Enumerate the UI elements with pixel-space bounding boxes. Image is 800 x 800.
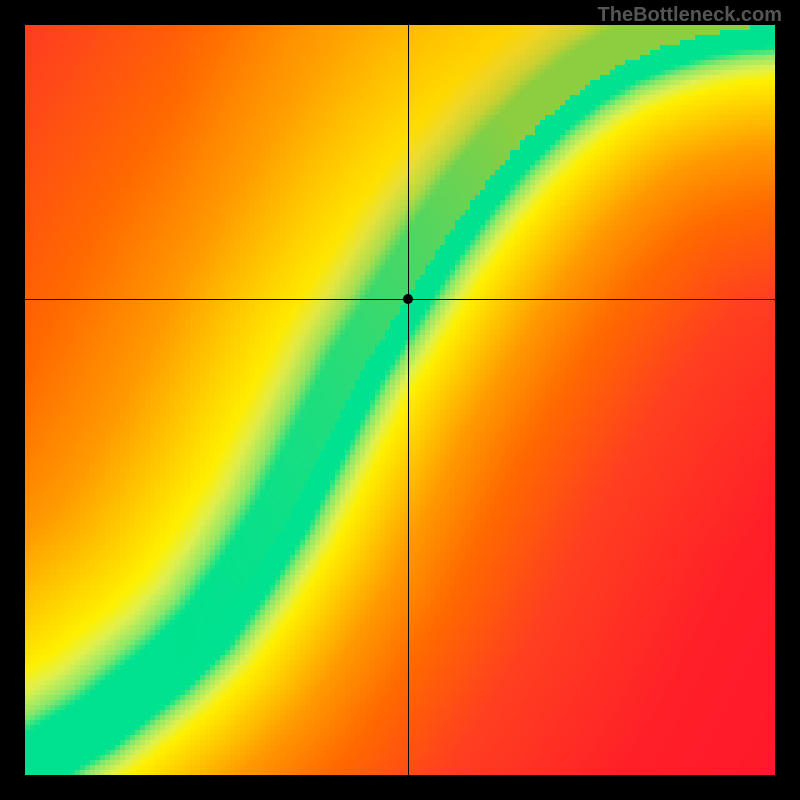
plot-area xyxy=(25,25,775,775)
crosshair-marker xyxy=(403,294,413,304)
heatmap-canvas xyxy=(25,25,775,775)
crosshair-vertical xyxy=(408,25,409,775)
watermark-text: TheBottleneck.com xyxy=(598,4,782,27)
crosshair-horizontal xyxy=(25,299,775,300)
